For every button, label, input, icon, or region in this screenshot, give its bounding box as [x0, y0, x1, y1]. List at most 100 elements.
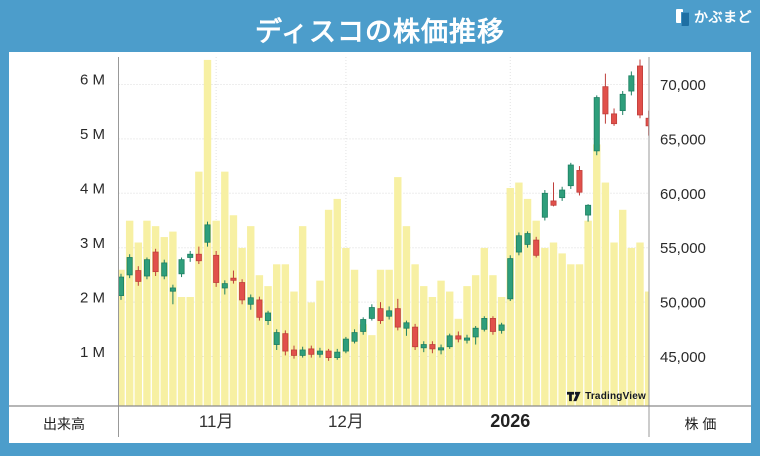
- price-tick-label: 55,000: [660, 240, 706, 257]
- page-title: ディスコの株価推移: [254, 17, 506, 47]
- candle-body: [524, 233, 531, 245]
- volume-bar: [125, 220, 134, 406]
- candle-body: [221, 283, 228, 289]
- volume-bar: [324, 209, 333, 406]
- candle-body: [308, 348, 315, 355]
- candle-body: [386, 310, 393, 317]
- candle-body: [438, 347, 445, 351]
- volume-bar: [151, 226, 160, 406]
- volume-bar: [255, 275, 264, 406]
- candle-body: [351, 332, 358, 342]
- kabumado-logo-text: かぶまど: [694, 9, 752, 25]
- volume-bar: [593, 144, 601, 406]
- candle-body: [342, 338, 349, 352]
- candle-body: [619, 93, 626, 112]
- candle-body: [567, 164, 574, 187]
- candlestick-volume-chart: 70,000 65,000 60,000 55,000 50,000 45,000 6 M 5…: [9, 57, 751, 437]
- price-tick-label: 60,000: [660, 186, 706, 203]
- candle-body: [290, 349, 297, 356]
- candle-body: [152, 251, 159, 273]
- volume-bar: [186, 297, 194, 406]
- volume-tick-label: 1 M: [80, 344, 105, 361]
- candle-body: [273, 332, 280, 345]
- volume-bar: [212, 220, 220, 406]
- candle-body: [602, 86, 609, 115]
- candle-body: [368, 307, 375, 319]
- candle-body: [507, 258, 514, 300]
- volume-bar: [160, 237, 168, 406]
- tradingview-logo-icon: [567, 391, 581, 401]
- candle-body: [628, 75, 635, 92]
- candle-body: [239, 282, 246, 301]
- kabumado-logo: かぶまど: [676, 7, 752, 27]
- price-pane-label: 株 価: [684, 416, 717, 432]
- volume-bar: [342, 247, 350, 406]
- volume-tick-label: 3 M: [80, 235, 105, 252]
- candle-body: [169, 287, 176, 292]
- candle-body: [463, 337, 470, 341]
- volume-bar: [134, 242, 142, 406]
- price-tick-label: 45,000: [660, 349, 706, 366]
- candle-body: [256, 299, 263, 318]
- volume-bar: [610, 242, 618, 406]
- candle-body: [541, 192, 548, 218]
- volume-bar: [584, 220, 592, 406]
- candle-body: [187, 253, 194, 258]
- candle-body: [265, 312, 272, 321]
- candles: [118, 59, 649, 361]
- volume-bar: [169, 231, 177, 406]
- volume-tick-label: 4 M: [80, 181, 105, 198]
- candle-body: [515, 235, 522, 253]
- volume-bar: [489, 275, 497, 406]
- candle-body: [299, 349, 306, 356]
- volume-bar: [376, 269, 385, 406]
- chart-panel: 70,000 65,000 60,000 55,000 50,000 45,000 6 M 5…: [9, 52, 751, 443]
- volume-bar: [143, 220, 151, 406]
- candle-body: [325, 350, 332, 358]
- candle-body: [420, 344, 427, 349]
- volume-bar: [644, 291, 649, 406]
- candle-body: [126, 257, 133, 276]
- volume-bar: [368, 335, 376, 406]
- volume-bar: [567, 264, 575, 406]
- candle-body: [135, 270, 142, 282]
- volume-tick-label: 5 M: [80, 126, 105, 143]
- header-band: ディスコの株価推移 かぶまど: [0, 0, 760, 52]
- candle-body: [446, 335, 453, 348]
- candle-body: [316, 350, 323, 355]
- candle-body: [481, 318, 488, 330]
- candle-body: [195, 253, 202, 262]
- volume-bar: [627, 247, 636, 406]
- volume-bar: [619, 209, 627, 406]
- candle-body: [637, 65, 644, 116]
- candle-body: [429, 344, 436, 350]
- candle-body: [455, 335, 462, 340]
- volume-bar: [636, 242, 644, 406]
- month-label: 12月: [328, 412, 364, 431]
- candle-body: [394, 308, 401, 328]
- candle-body: [611, 113, 618, 125]
- candle-body: [377, 308, 384, 321]
- candle-body: [550, 200, 557, 206]
- price-tick-label: 70,000: [660, 77, 706, 94]
- volume-bar: [532, 220, 540, 406]
- volume-bar: [497, 297, 506, 406]
- candle-body: [204, 224, 211, 243]
- volume-bar: [515, 182, 523, 406]
- volume-bar: [394, 177, 402, 406]
- candle-body: [213, 254, 220, 283]
- candle-body: [282, 333, 289, 352]
- volume-bar: [316, 280, 324, 406]
- volume-bar: [247, 226, 255, 406]
- candle-body: [143, 259, 150, 277]
- candle-body: [585, 204, 592, 216]
- kabumado-book-icon: [676, 8, 691, 26]
- candle-body: [533, 239, 540, 256]
- volume-bar: [118, 269, 125, 406]
- tradingview-watermark-text: TradingView: [585, 390, 646, 402]
- volume-pane-label: 出来高: [43, 416, 85, 432]
- price-tick-label: 50,000: [660, 295, 706, 312]
- volume-bars: [118, 59, 649, 406]
- volume-bar: [238, 247, 246, 406]
- candle-body: [576, 170, 583, 193]
